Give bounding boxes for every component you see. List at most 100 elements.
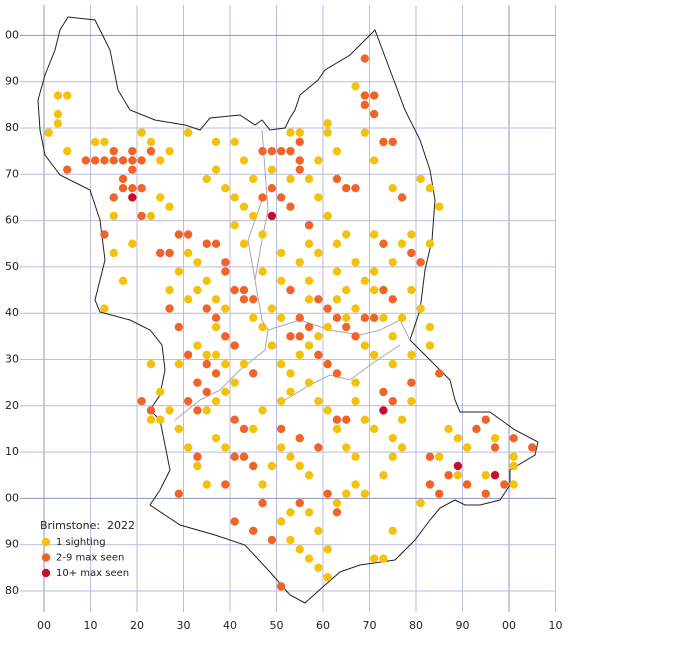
sighting-dot [211,295,221,304]
sighting-dot [276,359,286,369]
sighting-dot [295,498,304,508]
sighting-dot [323,211,332,221]
sighting-dot [295,258,304,267]
sighting-dot [407,396,416,406]
sighting-dot [342,230,351,239]
sighting-dot [509,434,518,443]
sighting-dot [63,165,72,174]
sighting-dot [249,526,258,536]
sighting-dot [360,91,370,100]
x-tick-label: 40 [223,619,237,632]
sighting-dot [397,415,407,424]
legend: Brimstone: 2022 1 sighting 2-9 max seen 10… [40,519,135,579]
sighting-dot [379,285,388,295]
sighting-dot [369,350,379,360]
sighting-dot [369,424,379,434]
sighting-dot [407,285,416,295]
sighting-dot [369,267,379,276]
sighting-dot [351,332,360,341]
y-tick-label: 10 [5,445,19,458]
legend-label: 10+ max seen [56,568,129,579]
sighting-dot [360,313,370,323]
y-tick-label: 20 [5,399,19,412]
sighting-dot [369,313,379,323]
sighting-dot [109,146,118,156]
sighting-dot [323,489,332,498]
sighting-dot [314,248,323,258]
sighting-dot [388,332,397,341]
sighting-dot [295,461,304,471]
sighting-dot [342,322,351,332]
x-tick-label: 80 [409,619,423,632]
sighting-dot [360,54,370,63]
sighting-dot [304,239,314,248]
x-tick-label: 20 [130,619,144,632]
sighting-dot [249,424,258,434]
sighting-dot [146,415,156,424]
x-tick-label: 10 [84,619,98,632]
sighting-dot [137,183,146,193]
sighting-dot [90,137,100,147]
sighting-dot [202,480,211,489]
y-tick-label: 50 [5,260,19,273]
sighting-dot [360,128,370,137]
sighting-dot [490,434,500,443]
sighting-dot [295,434,304,443]
sighting-dot [230,452,239,461]
sighting-dot [332,313,342,323]
sighting-dot [202,276,211,285]
sighting-dot [342,183,351,193]
sighting-dot [100,137,109,147]
sighting-dot [481,471,490,480]
sighting-dot [221,183,230,193]
x-tick-label: 00 [37,619,51,632]
sighting-dot [295,350,304,360]
sighting-dot [388,258,397,267]
sighting-dot [286,174,295,184]
sighting-dot [239,359,249,369]
sighting-dot [304,295,314,304]
sighting-dot [314,526,323,536]
sighting-dot [416,498,425,508]
sighting-dot [453,434,463,443]
y-tick-label: 00 [5,28,19,41]
sighting-dot [286,146,295,156]
sighting-dot [276,276,286,285]
sighting-dot [267,341,277,350]
sighting-dot [416,174,425,184]
sighting-dot [267,535,277,545]
sighting-dot [156,415,165,424]
sighting-dot [128,239,137,248]
sighting-dot [174,424,184,434]
sighting-dot [211,165,221,174]
sighting-dot [509,461,518,471]
sighting-dot [193,285,202,295]
sighting-dot [453,471,463,480]
sighting-dot [323,119,332,128]
sighting-dot [444,471,453,480]
legend-label: 1 sighting [56,537,106,548]
sighting-dot [509,452,518,461]
sighting-dot [239,295,249,304]
grid: 00 10 20 30 40 50 60 70 80 90 00 10 00 90 80 70 60 50 40 30… [5,5,563,632]
sighting-dot [267,165,277,174]
sighting-dot [295,137,304,147]
y-tick-label: 00 [5,491,19,504]
sighting-dot [407,378,416,387]
sighting-dot [128,165,137,174]
sighting-dot [202,174,211,184]
district-boundary [247,199,263,281]
sighting-dot [304,174,314,184]
sighting-dot [369,230,379,239]
sighting-dot [211,369,221,378]
sighting-dot [388,137,397,147]
sighting-dot [128,183,137,193]
sighting-dot [332,424,342,434]
sighting-dot [276,313,286,323]
sighting-dot [351,183,360,193]
sighting-dot [379,554,388,563]
sighting-dot [416,304,425,313]
sighting-dot [314,443,323,452]
sighting-dot [239,156,249,165]
